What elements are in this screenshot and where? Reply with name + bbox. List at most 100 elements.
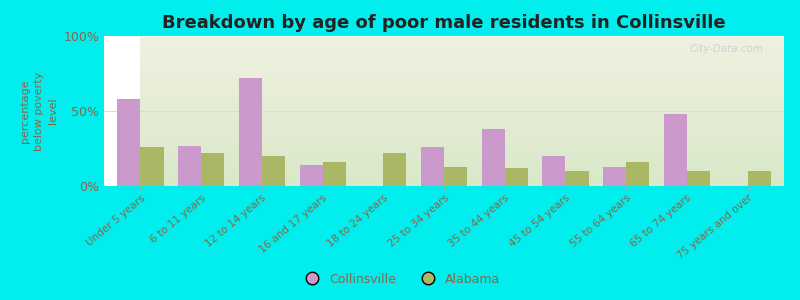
Bar [141,140,800,141]
Bar [141,63,800,64]
Y-axis label: percentage
below poverty
level: percentage below poverty level [20,71,58,151]
Bar [141,60,800,61]
Bar [141,106,800,108]
Bar [603,167,626,186]
Bar [141,72,800,74]
Bar [141,156,800,158]
Bar [141,74,800,75]
Bar [141,75,800,76]
Bar [444,167,467,186]
Bar [141,105,800,106]
Bar [626,162,650,186]
Bar [141,50,800,51]
Bar [141,52,800,54]
Bar [238,78,262,186]
Bar [141,136,800,138]
Bar [322,162,346,186]
Bar [141,87,800,88]
Bar [141,176,800,177]
Bar [141,54,800,56]
Bar [141,93,800,94]
Bar [141,80,800,81]
Legend: Collinsville, Alabama: Collinsville, Alabama [294,268,506,291]
Bar [141,114,800,116]
Bar [141,58,800,60]
Bar [141,117,800,118]
Bar [141,172,800,174]
Bar [141,183,800,184]
Bar [141,48,800,50]
Bar [141,150,800,152]
Bar [141,122,800,123]
Bar [299,165,322,186]
Bar [141,96,800,98]
Bar [178,146,201,186]
Bar [141,168,800,170]
Bar [141,154,800,156]
Bar [141,70,800,72]
Bar [141,120,800,122]
Bar [141,169,800,171]
Bar [141,184,800,186]
Bar [141,128,800,129]
Bar [141,51,800,52]
Bar [747,171,770,186]
Bar [141,147,800,148]
Bar [505,168,528,186]
Bar [141,42,800,44]
Bar [566,171,589,186]
Bar [141,40,800,42]
Bar [141,82,800,84]
Bar [141,165,800,166]
Bar [141,153,800,154]
Bar [141,102,800,104]
Bar [141,160,800,162]
Bar [141,111,800,112]
Bar [262,156,285,186]
Title: Breakdown by age of poor male residents in Collinsville: Breakdown by age of poor male residents … [162,14,726,32]
Bar [141,152,800,153]
Bar [141,61,800,63]
Bar [141,129,800,130]
Bar [141,94,800,96]
Bar [141,64,800,66]
Bar [664,114,687,186]
Bar [141,56,800,57]
Bar [141,134,800,135]
Bar [542,156,566,186]
Bar [141,158,800,159]
Bar [141,126,800,128]
Bar [383,153,406,186]
Bar [141,132,800,134]
Bar [141,46,800,48]
Bar [141,135,800,136]
Bar [141,45,800,46]
Bar [141,44,800,45]
Bar [201,153,224,186]
Bar [141,148,800,150]
Bar [141,36,800,38]
Bar [141,174,800,176]
Bar [141,38,800,39]
Bar [141,138,800,140]
Bar [141,159,800,160]
Bar [141,147,163,186]
Bar [141,118,800,120]
Bar [141,123,800,124]
Text: City-Data.com: City-Data.com [690,44,763,53]
Bar [141,144,800,146]
Bar [141,99,800,100]
Bar [141,164,800,165]
Bar [482,129,505,186]
Bar [141,112,800,114]
Bar [141,84,800,86]
Bar [141,100,800,102]
Bar [141,90,800,92]
Bar [141,171,800,172]
Bar [141,88,800,90]
Bar [141,57,800,58]
Bar [141,167,800,168]
Bar [141,182,800,183]
Bar [118,99,141,186]
Bar [141,141,800,142]
